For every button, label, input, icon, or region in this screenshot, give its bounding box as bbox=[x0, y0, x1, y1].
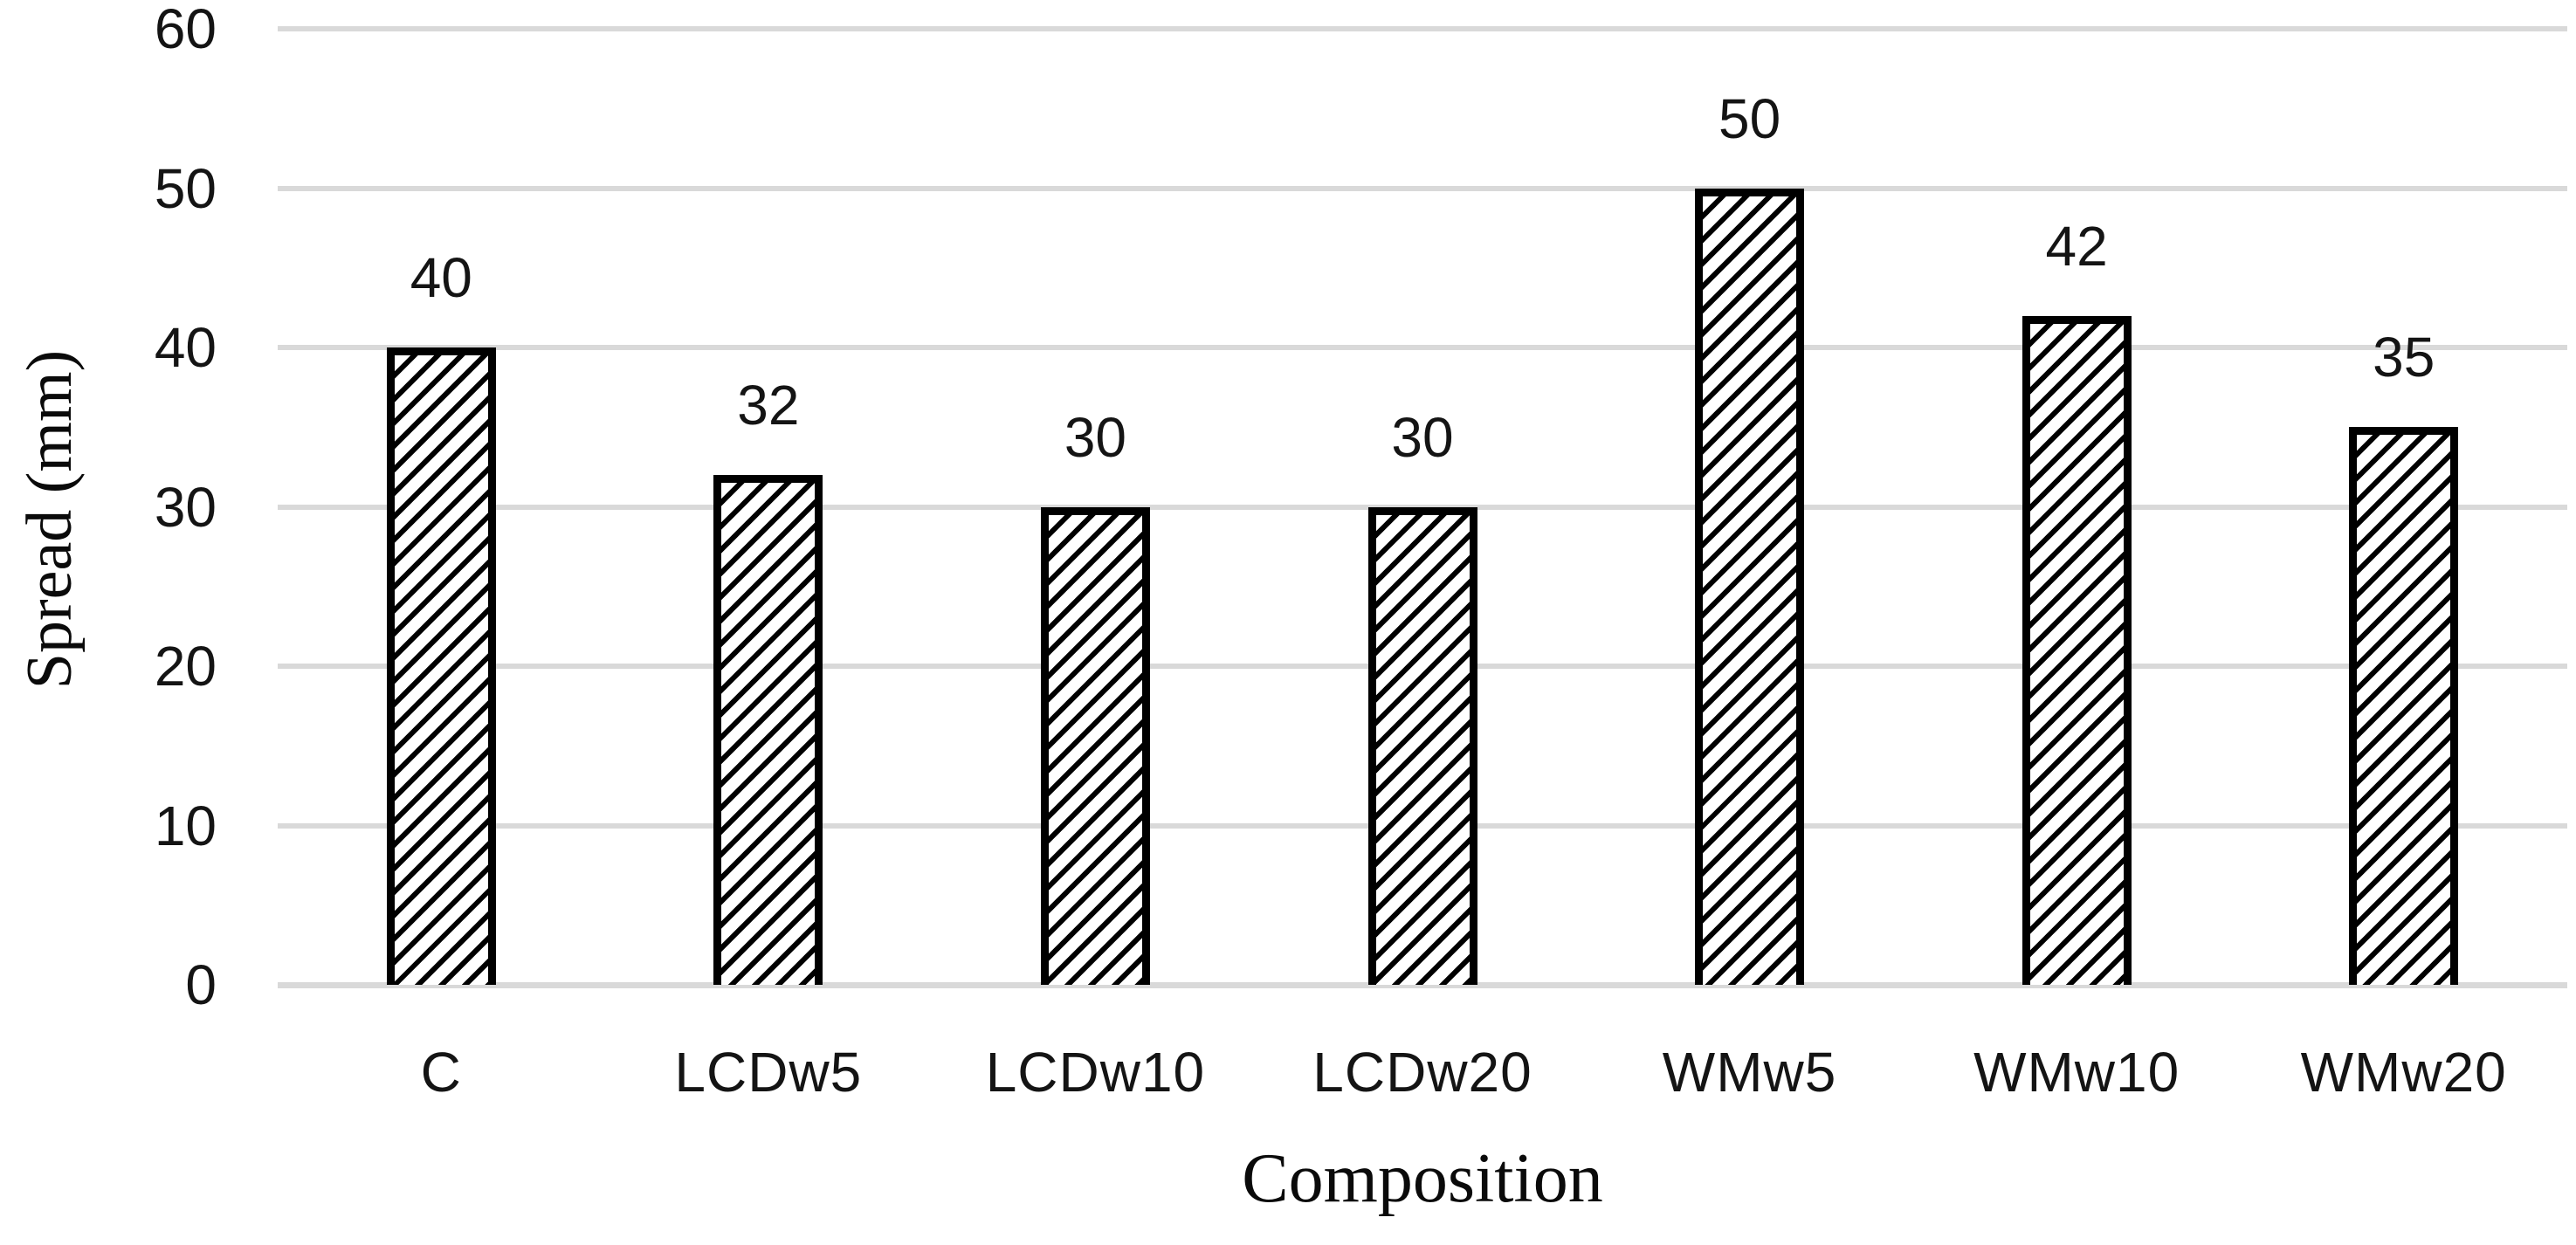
plot-area bbox=[278, 26, 2567, 988]
bar-value-label: 50 bbox=[1718, 86, 1781, 150]
bar-WMw5 bbox=[1695, 188, 1805, 985]
x-category-label: C bbox=[420, 1041, 462, 1104]
x-axis-title: Composition bbox=[1242, 1140, 1603, 1217]
x-category-label: WMw10 bbox=[1973, 1041, 2180, 1104]
bar-C bbox=[386, 347, 496, 985]
x-category-label: WMw5 bbox=[1662, 1041, 1837, 1104]
x-category-label: LCDw5 bbox=[674, 1041, 863, 1104]
y-tick-label: 30 bbox=[154, 475, 217, 539]
y-tick-label: 50 bbox=[154, 156, 217, 220]
y-tick-label: 60 bbox=[154, 0, 217, 60]
bar-WMw20 bbox=[2349, 427, 2459, 985]
bar-value-label: 30 bbox=[1064, 405, 1127, 469]
x-category-label: LCDw10 bbox=[985, 1041, 1206, 1104]
bar-WMw10 bbox=[2022, 315, 2132, 985]
gridline bbox=[278, 345, 2567, 350]
y-tick-label: 40 bbox=[154, 316, 217, 379]
bar-value-label: 40 bbox=[410, 246, 472, 309]
gridline bbox=[278, 185, 2567, 191]
bar-value-label: 42 bbox=[2045, 214, 2108, 278]
gridline bbox=[278, 982, 2567, 988]
x-category-label: WMw20 bbox=[2300, 1041, 2507, 1104]
bar-value-label: 30 bbox=[1391, 405, 1454, 469]
bar-LCDw5 bbox=[713, 475, 823, 985]
bar-LCDw20 bbox=[1367, 506, 1477, 985]
bar-value-label: 32 bbox=[737, 374, 800, 437]
gridline bbox=[278, 26, 2567, 31]
bar-value-label: 35 bbox=[2373, 326, 2435, 389]
bar-LCDw10 bbox=[1040, 506, 1150, 985]
y-tick-label: 10 bbox=[154, 794, 217, 857]
y-tick-label: 0 bbox=[185, 953, 217, 1016]
x-category-label: LCDw20 bbox=[1312, 1041, 1533, 1104]
y-tick-label: 20 bbox=[154, 635, 217, 698]
